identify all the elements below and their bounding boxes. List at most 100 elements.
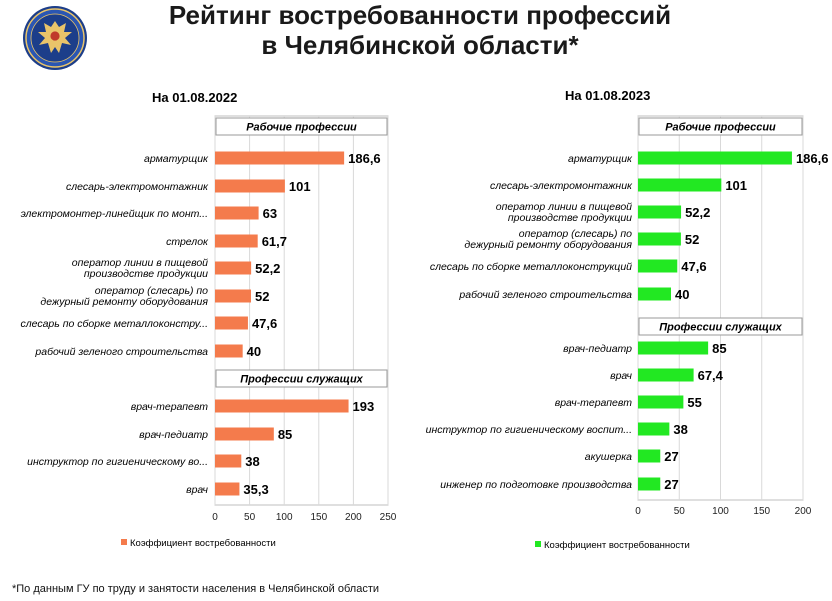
chart-2022-category-label: оператор линии в пищевой производстве про… xyxy=(72,257,208,280)
chart-2022-x-tick-label: 200 xyxy=(345,512,362,523)
chart-2022-value-label: 101 xyxy=(289,179,311,194)
chart-2023-bar xyxy=(638,287,671,301)
chart-2022-value-label: 47,6 xyxy=(252,316,277,331)
chart-2023-x-tick-label: 200 xyxy=(795,506,812,517)
page-title-line1: Рейтинг востребованности профессий xyxy=(168,0,672,30)
chart-2022-value-label: 38 xyxy=(245,454,259,469)
chart-2022-value-label: 85 xyxy=(278,427,292,442)
chart-2023-category-label: инструктор по гигиеническому воспит... xyxy=(426,424,632,436)
chart-2022-group-header: Рабочие профессии xyxy=(246,122,357,134)
chart-2023-bar xyxy=(638,422,670,436)
chart-2023-bar xyxy=(638,477,661,491)
chart-2023-legend-label: Коэффициент востребованности xyxy=(544,540,690,551)
chart-2022-legend-swatch xyxy=(121,539,127,545)
chart-2022-plot-frame xyxy=(214,115,389,506)
chart-2022-bar xyxy=(215,206,259,220)
chart-2022-title: На 01.08.2022 xyxy=(152,90,237,105)
chart-2023-category-label: слесарь-электромонтажник xyxy=(490,180,633,192)
chart-2022-category-label: врач xyxy=(186,484,208,496)
chart-2022-category-label: арматурщик xyxy=(144,153,209,165)
chart-2023-value-label: 85 xyxy=(712,341,726,356)
chart-2022-bar xyxy=(215,316,248,330)
chart-2022-category-label: инструктор по гигиеническому во... xyxy=(27,456,208,468)
chart-2022-bar xyxy=(215,427,274,441)
chart-2023-bar xyxy=(638,205,682,219)
chart-2023-category-label: оператор линии в пищевой производстве про… xyxy=(496,201,632,224)
chart-2022-value-label: 61,7 xyxy=(262,234,287,249)
chart-2023-value-label: 67,4 xyxy=(698,368,724,383)
chart-2022-x-tick-label: 100 xyxy=(276,512,293,523)
chart-2023-category-label: рабочий зеленого строительства xyxy=(458,289,632,301)
chart-2023-group-header: Профессии служащих xyxy=(659,322,782,334)
chart-2022-value-label: 35,3 xyxy=(243,482,268,497)
chart-2023-category-label: арматурщик xyxy=(568,153,633,165)
chart-2023-value-label: 101 xyxy=(725,178,747,193)
chart-2023-value-label: 47,6 xyxy=(681,259,706,274)
chart-2023-value-label: 52 xyxy=(685,232,699,247)
chart-2022-value-label: 52,2 xyxy=(255,261,280,276)
page-title: Рейтинг востребованности профессий в Чел… xyxy=(120,0,720,60)
chart-2022-bar xyxy=(215,151,345,165)
chart-2023-group-header: Рабочие профессии xyxy=(665,122,776,134)
chart-2023-bar xyxy=(638,151,792,165)
chart-2022-x-tick-label: 150 xyxy=(310,512,327,523)
chart-2023-value-label: 27 xyxy=(664,449,678,464)
page-title-line2: в Челябинской области* xyxy=(261,30,579,60)
chart-2023-category-label: слесарь по сборке металлоконструкций xyxy=(430,261,632,273)
chart-2022-x-tick-label: 250 xyxy=(380,512,397,523)
chart-2023-value-label: 186,6 xyxy=(796,151,829,166)
chart-2022-value-label: 186,6 xyxy=(348,151,381,166)
chart-2023-value-label: 52,2 xyxy=(685,205,710,220)
chart-2022-category-label: рабочий зеленого строительства xyxy=(34,346,208,358)
chart-2022-x-tick-label: 0 xyxy=(212,512,218,523)
chart-2023-bar xyxy=(638,449,661,463)
chart-2023-category-label: инженер по подготовке производства xyxy=(440,479,632,491)
chart-2023-x-tick-label: 0 xyxy=(635,506,641,517)
chart-2023-value-label: 40 xyxy=(675,287,689,302)
chart-2022-category-label: врач-педиатр xyxy=(139,429,208,441)
chart-2022-value-label: 40 xyxy=(247,344,261,359)
chart-2022-bar xyxy=(215,482,240,496)
chart-2023-group-header-box xyxy=(638,317,803,336)
chart-2023-category-label: оператор (слесарь) по дежурный ремонту об… xyxy=(464,228,632,251)
chart-2022-category-label: слесарь по сборке металлоконстру... xyxy=(20,318,208,330)
chart-2023-bar xyxy=(638,368,694,382)
chart-2023-bar xyxy=(638,341,709,355)
chart-2023-category-label: врач-терапевт xyxy=(555,397,633,409)
chart-2023-bar xyxy=(638,232,681,246)
chart-2022-group-header: Профессии служащих xyxy=(240,374,363,386)
chart-2023-category-label: врач xyxy=(610,370,632,382)
chart-2023-bar xyxy=(638,259,678,273)
emblem-logo xyxy=(23,6,87,70)
chart-2022-value-label: 193 xyxy=(353,399,375,414)
chart-2022-category-label: слесарь-электромонтажник xyxy=(66,181,209,193)
chart-2023-category-label: врач-педиатр xyxy=(563,343,632,355)
chart-2023-x-tick-label: 100 xyxy=(712,506,729,517)
chart-2023-group-header-box xyxy=(638,117,803,136)
chart-2022-value-label: 52 xyxy=(255,289,269,304)
chart-2023-category-label: акушерка xyxy=(585,451,632,463)
chart-2023-legend-swatch xyxy=(535,541,541,547)
chart-2022-x-tick-label: 50 xyxy=(244,512,256,523)
chart-2022-group-header-box xyxy=(215,369,388,388)
chart-2023-x-tick-label: 150 xyxy=(753,506,770,517)
chart-2022-group-header-box xyxy=(215,117,388,136)
chart-2022-bar xyxy=(215,289,251,303)
chart-2022-category-label: врач-терапевт xyxy=(131,401,209,413)
chart-2023-title: На 01.08.2023 xyxy=(565,88,650,103)
footnote: *По данным ГУ по труду и занятости насел… xyxy=(12,583,379,595)
chart-2023-value-label: 38 xyxy=(673,422,687,437)
chart-2023-x-tick-label: 50 xyxy=(674,506,686,517)
chart-2022-bar xyxy=(215,454,242,468)
chart-2022-category-label: стрелок xyxy=(166,236,209,248)
chart-2022-value-label: 63 xyxy=(263,206,277,221)
chart-2023-value-label: 55 xyxy=(687,395,701,410)
chart-2023-bar xyxy=(638,395,684,409)
chart-2022-bar xyxy=(215,399,349,413)
chart-2022-bar xyxy=(215,234,258,248)
chart-2022-legend-label: Коэффициент востребованности xyxy=(130,538,276,549)
chart-2022-bar xyxy=(215,344,243,358)
chart-2022-bar xyxy=(215,261,252,275)
chart-2022-bar xyxy=(215,179,285,193)
